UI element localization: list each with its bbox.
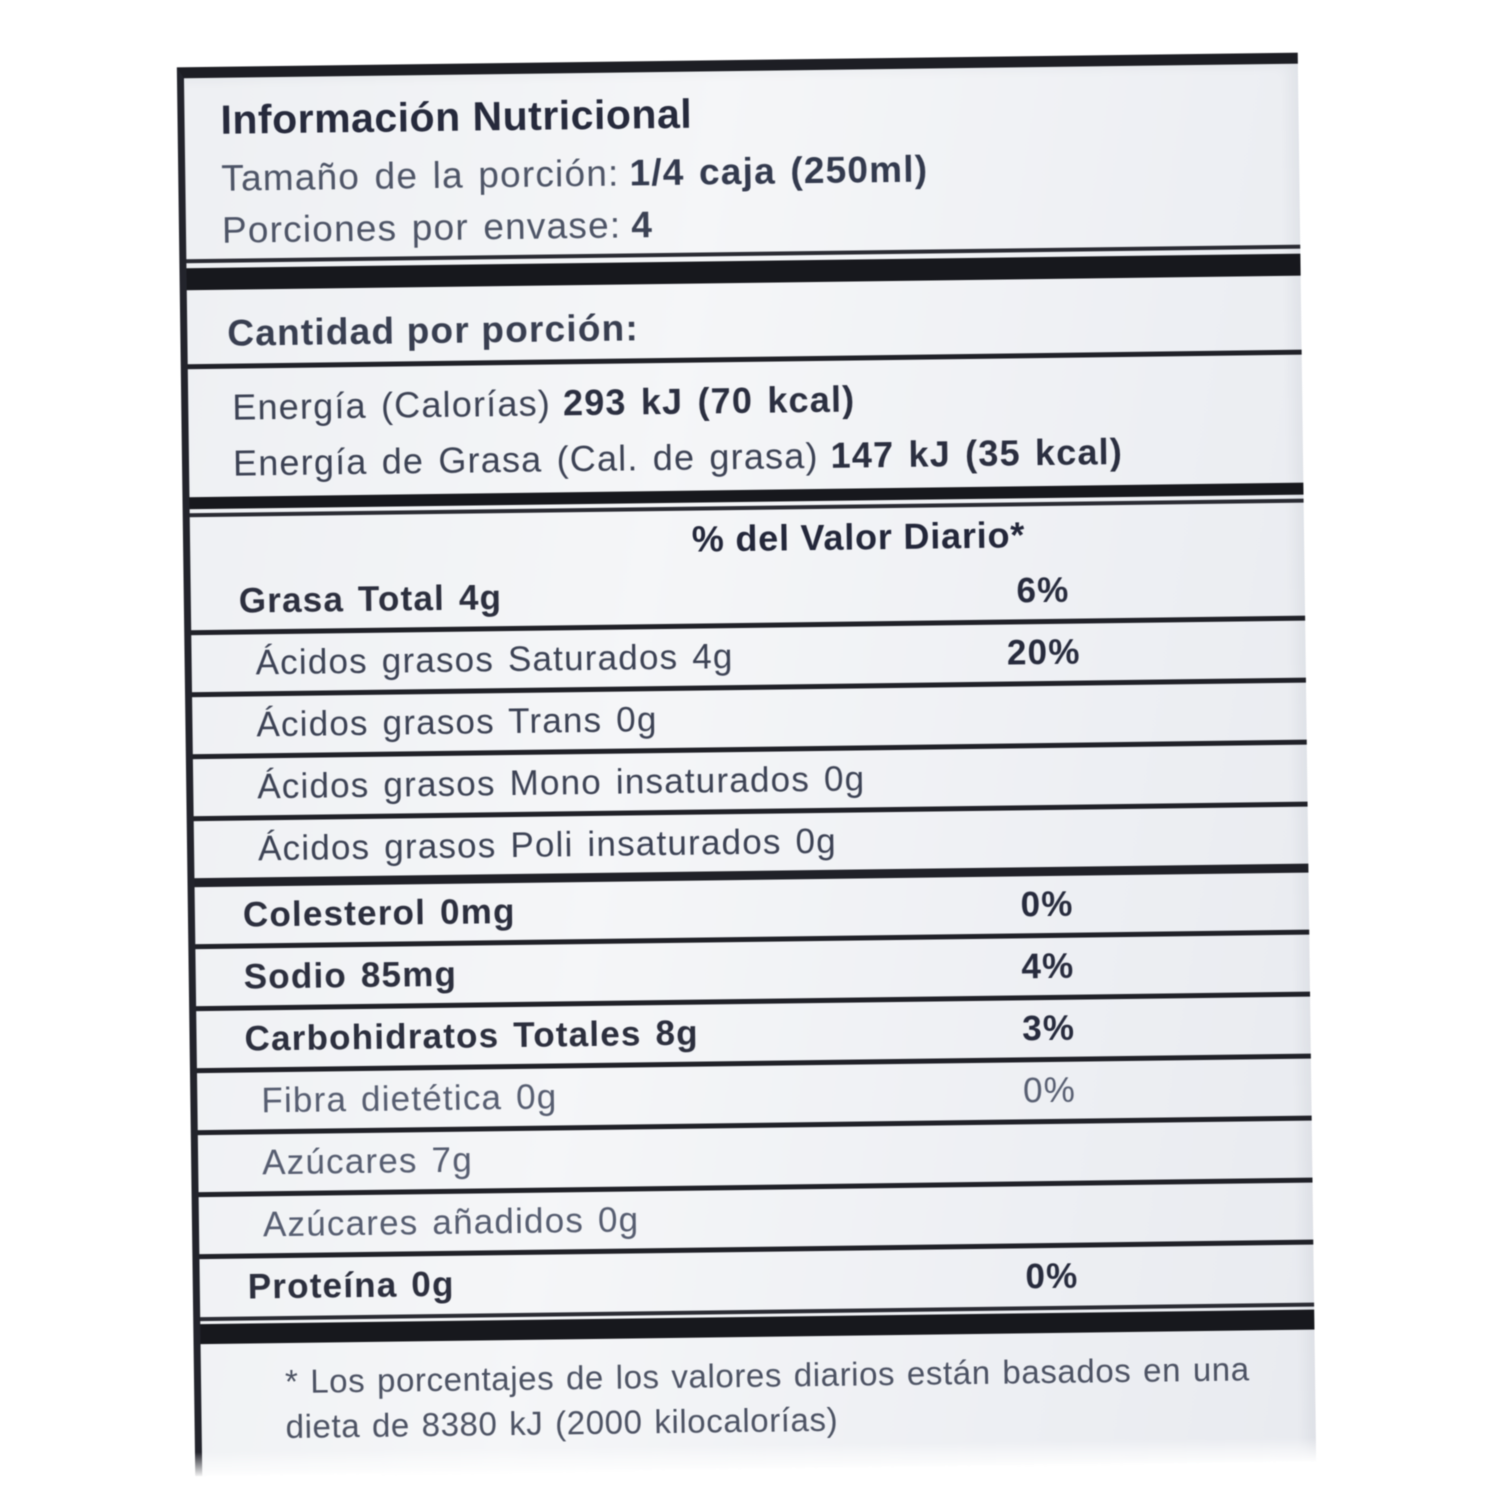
fat-energy-line: Energía de Grasa (Cal. de grasa) 147 kJ (… — [233, 425, 1304, 489]
nutrient-label: Sodio 85mg — [243, 954, 458, 997]
nutrient-percent: 20% — [1006, 632, 1081, 673]
servings-line: Porciones por envase: 4 — [222, 195, 1290, 253]
nutrient-label: Azúcares añadidos 0g — [262, 1199, 640, 1244]
nutrient-label: Ácidos grasos Saturados 4g — [255, 636, 734, 682]
serving-size-line: Tamaño de la porción: 1/4 caja (250ml) — [221, 141, 1290, 203]
nutrient-percent — [967, 1151, 1134, 1153]
nutrient-percent: 0% — [1020, 884, 1074, 924]
energy-label: Energía (Calorías) — [232, 382, 552, 428]
servings-per-package-value: 4 — [631, 204, 654, 246]
nutrient-label: Grasa Total 4g — [238, 577, 503, 621]
label-title: Información Nutricional — [220, 90, 693, 143]
nutrient-percent — [961, 713, 1128, 715]
serving-size-value: 1/4 caja (250ml) — [629, 148, 929, 194]
nutrient-percent: 4% — [1021, 946, 1075, 986]
daily-value-heading: % del Valor Diario* — [691, 514, 1026, 560]
amount-per-serving-heading: Cantidad por porción: — [186, 275, 1302, 370]
nutrient-percent: 0% — [1025, 1256, 1079, 1297]
energy-value: 293 kJ (70 kcal) — [562, 378, 856, 424]
servings-per-package-label: Porciones por envase: — [221, 204, 622, 251]
nutrient-percent: 0% — [1022, 1070, 1077, 1110]
nutrient-label: Ácidos grasos Poli insaturados 0g — [257, 821, 838, 868]
energy-line: Energía (Calorías) 293 kJ (70 kcal) — [232, 369, 1303, 433]
nutrient-label: Azúcares 7g — [261, 1140, 474, 1182]
nutrition-label: Información Nutricional Tamaño de la por… — [176, 52, 1329, 1483]
nutrient-percent — [962, 775, 1129, 777]
nutrient-percent: 6% — [1016, 570, 1070, 610]
nutrient-percent — [968, 1213, 1135, 1215]
nutrient-label: Ácidos grasos Mono insaturados 0g — [256, 758, 866, 806]
nutrient-percent: 3% — [1021, 1008, 1076, 1048]
nutrient-label: Fibra dietética 0g — [261, 1076, 558, 1120]
nutrient-label: Colesterol 0mg — [242, 891, 516, 935]
nutrient-label: Carbohidratos Totales 8g — [244, 1013, 699, 1059]
energy-section: Energía (Calorías) 293 kJ (70 kcal) Energ… — [188, 355, 1304, 498]
label-photo-tilt: Información Nutricional Tamaño de la por… — [176, 52, 1329, 1483]
label-header: Información Nutricional Tamaño de la por… — [184, 64, 1300, 260]
fat-energy-label: Energía de Grasa (Cal. de grasa) — [232, 434, 819, 484]
nutrient-label: Proteína 0g — [247, 1264, 455, 1307]
serving-size-label: Tamaño de la porción: — [221, 152, 620, 199]
fat-energy-value: 147 kJ (35 kcal) — [830, 431, 1124, 476]
nutrient-percent — [963, 837, 1130, 839]
nutrient-label: Ácidos grasos Trans 0g — [256, 699, 658, 744]
